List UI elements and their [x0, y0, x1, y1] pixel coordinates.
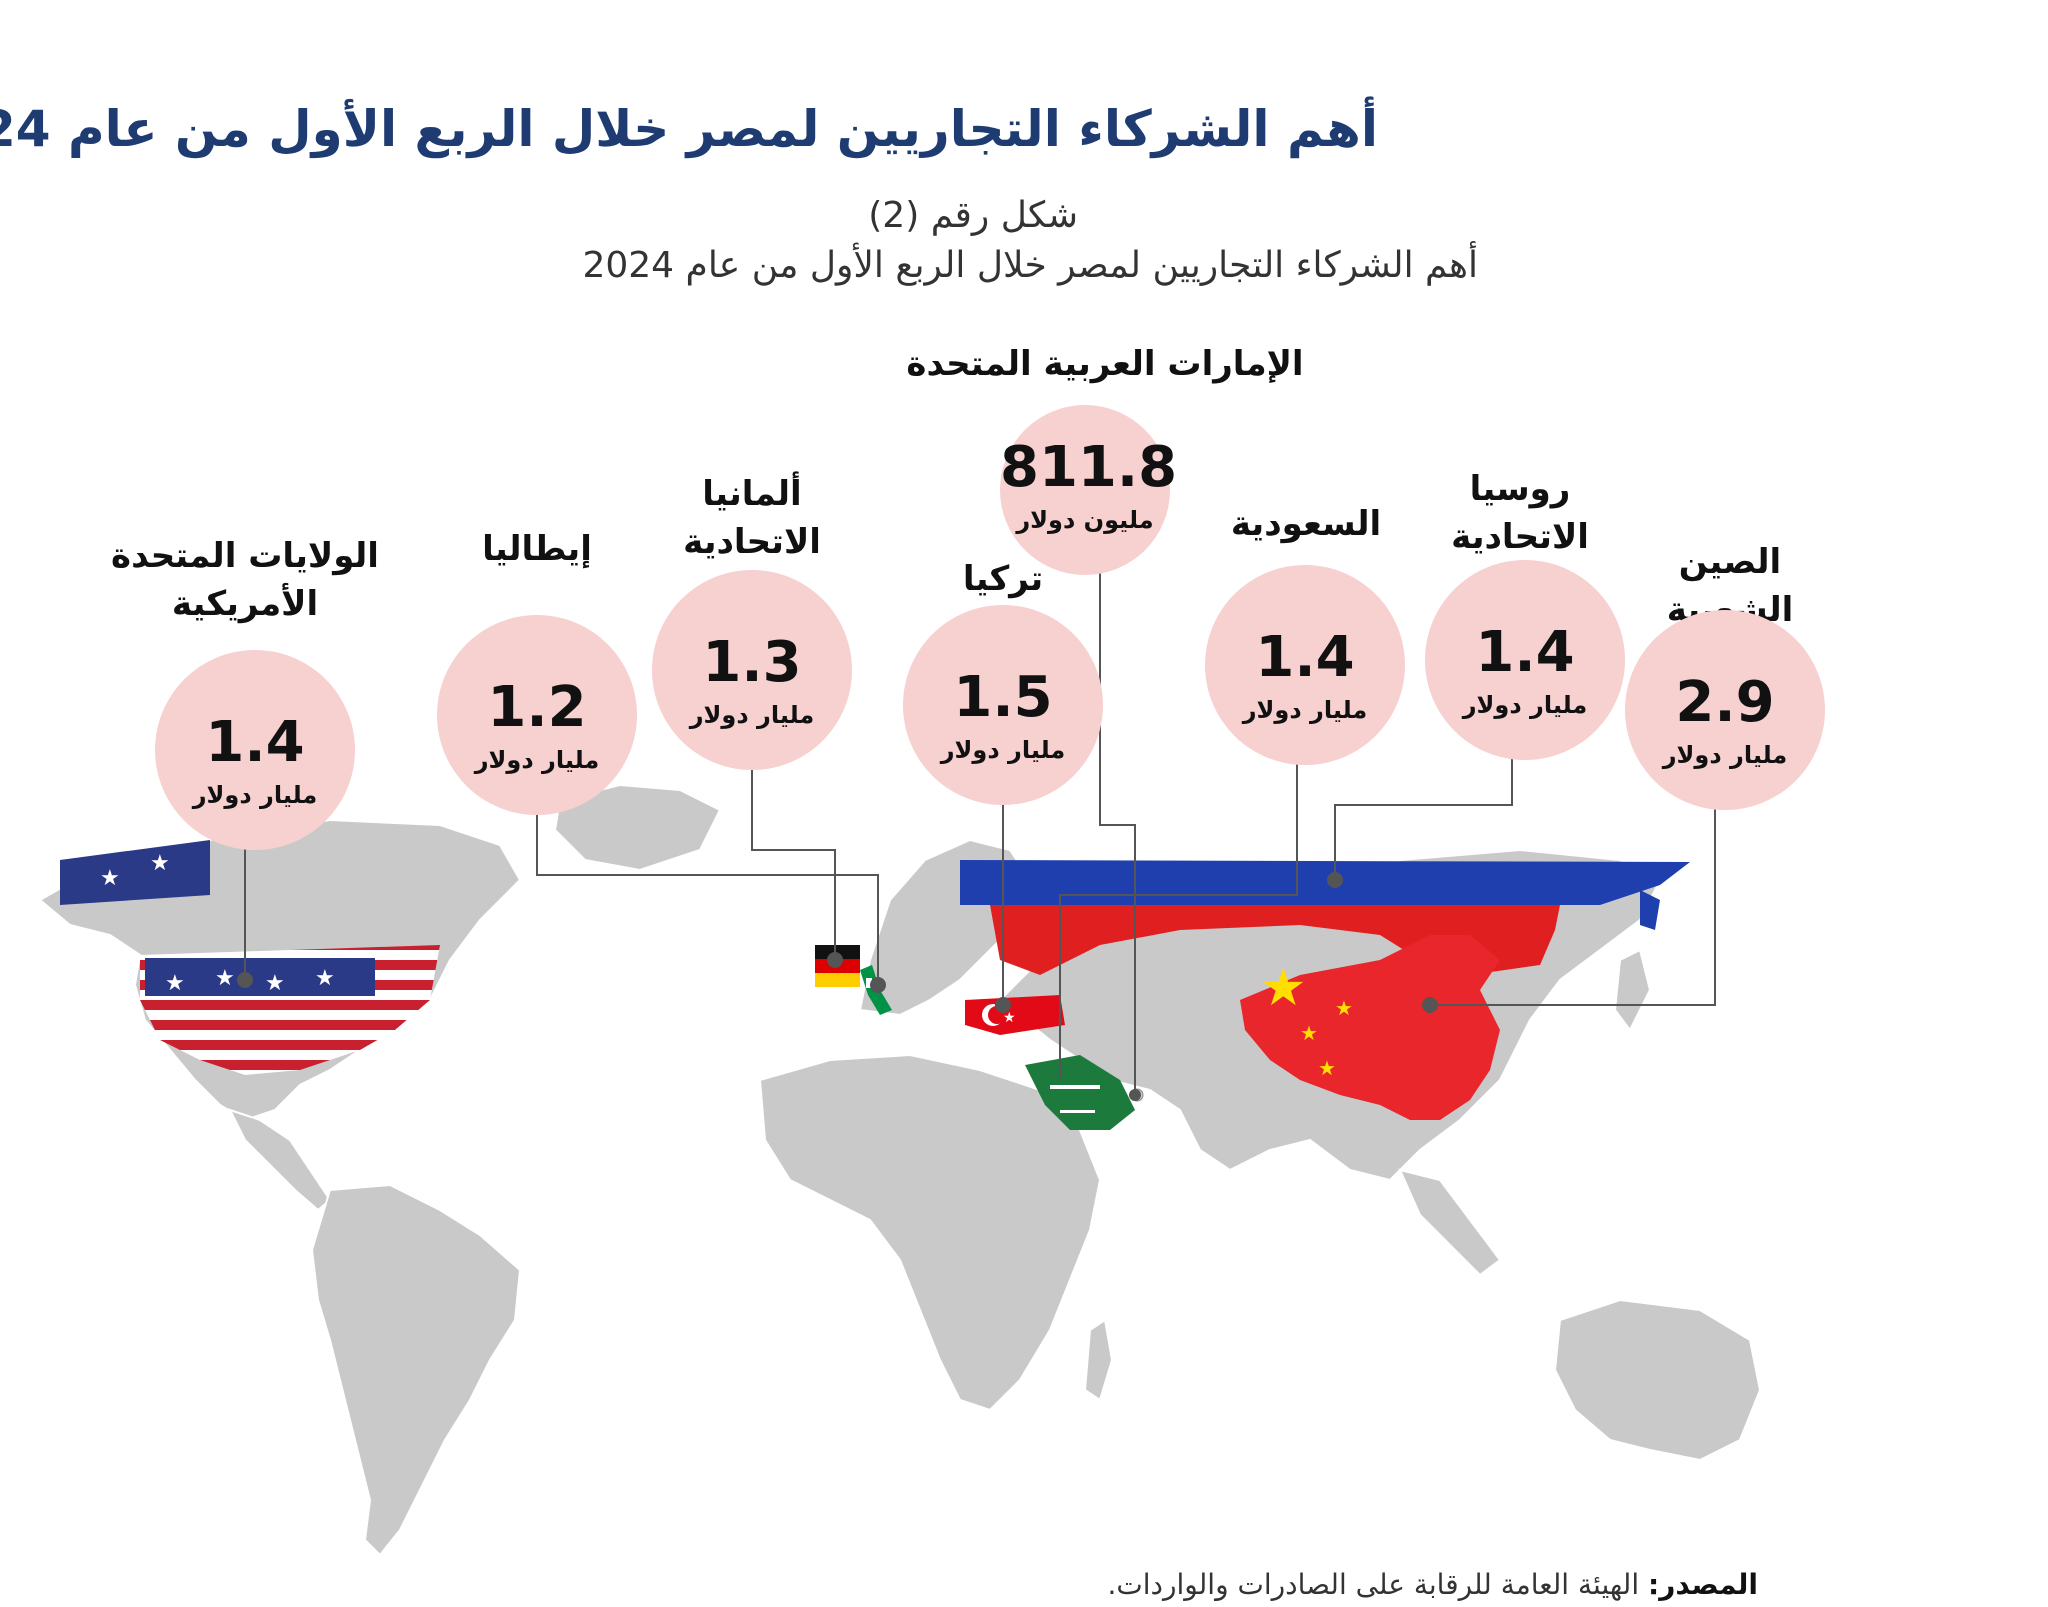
figure-label: شكل رقم (2) — [868, 195, 1078, 236]
value-bubble-germany: 1.3 مليار دولار — [652, 570, 852, 770]
saudi-flag-icon — [1025, 1055, 1135, 1130]
leader-lines — [244, 565, 1716, 1095]
figure-title: أهم الشركاء التجاريين لمصر خلال الربع ال… — [582, 245, 1478, 286]
main-title: أهم الشركاء التجاريين لمصر خلال الربع ال… — [0, 100, 1378, 158]
partner-name-russia: روسيا الاتحادية — [1451, 469, 1589, 557]
svg-text:★: ★ — [165, 971, 185, 996]
svg-text:★: ★ — [215, 966, 235, 991]
greenland — [553, 783, 722, 872]
partner-name-uae: الإمارات العربية المتحدة — [906, 344, 1304, 384]
partner-name-saudi: السعودية — [1230, 504, 1382, 544]
source-text: الهيئة العامة للرقابة على الصادرات والوا… — [1107, 1568, 1640, 1601]
central-america — [228, 1108, 332, 1212]
madagascar — [1083, 1318, 1114, 1402]
svg-text:★: ★ — [315, 966, 335, 991]
value-bubble-saudi: 1.4 مليار دولار — [1205, 565, 1405, 765]
value-bubble-italy: 1.2 مليار دولار — [437, 615, 637, 815]
africa — [758, 1053, 1102, 1412]
value-bubble-turkey: 1.5 مليار دولار — [903, 605, 1103, 805]
svg-text:★: ★ — [1335, 996, 1353, 1020]
anchor-dots — [237, 872, 1438, 1101]
svg-text:★: ★ — [1260, 958, 1307, 1018]
leader-line-germany — [751, 745, 836, 960]
leader-line-saudi — [1059, 730, 1298, 1080]
south-america — [310, 1183, 522, 1557]
value-bubble-china: 2.9 مليار دولار — [1625, 610, 1825, 810]
partner-name-usa: الولايات المتحدة الأمريكية — [111, 536, 379, 624]
partner-name-italy: إيطاليا — [482, 529, 592, 569]
partner-name-germany: ألمانيا الاتحادية — [683, 474, 821, 562]
australia — [1553, 1298, 1762, 1462]
leader-line-russia — [1334, 720, 1513, 880]
svg-text:★: ★ — [1300, 1021, 1318, 1045]
svg-text:★: ★ — [100, 866, 120, 891]
svg-text:★: ★ — [265, 971, 285, 996]
source-label: المصدر: — [1648, 1568, 1758, 1601]
leader-line-italy — [536, 790, 879, 985]
usa-flag-icon: ★ ★ ★ ★ ★ ★ — [60, 840, 440, 1075]
leader-line-china — [1430, 805, 1716, 1006]
value-bubble-russia: 1.4 مليار دولار — [1425, 560, 1625, 760]
partner-name-turkey: تركيا — [962, 559, 1044, 599]
svg-text:★: ★ — [1003, 1010, 1016, 1026]
source-note: المصدر: الهيئة العامة للرقابة على الصادر… — [1107, 1568, 1758, 1601]
svg-text:★: ★ — [1318, 1056, 1336, 1080]
svg-text:★: ★ — [150, 851, 170, 876]
value-bubble-usa: 1.4 مليار دولار — [155, 650, 355, 850]
southeast-asia — [1398, 1168, 1502, 1277]
japan — [1613, 948, 1652, 1032]
value-bubble-uae: 811.8 مليون دولار — [1000, 405, 1177, 575]
china-flag-icon: ★ ★ ★ ★ — [1240, 935, 1500, 1120]
